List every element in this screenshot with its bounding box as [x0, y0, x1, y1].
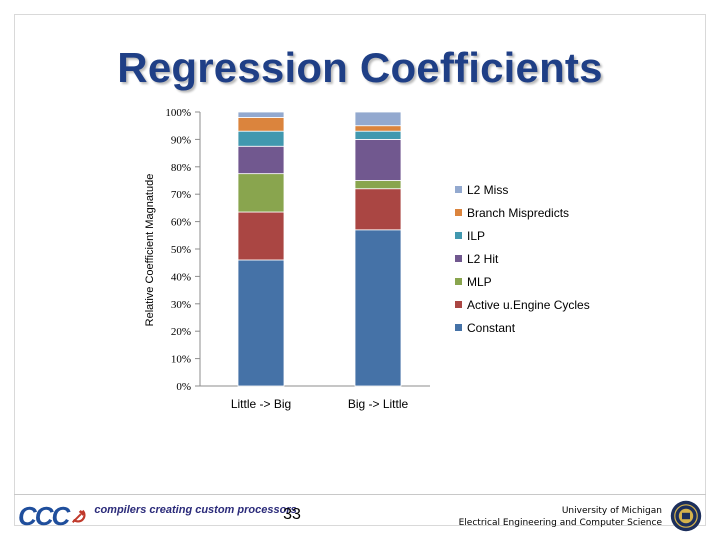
y-axis-title: Relative Coefficient Magnatude [144, 174, 156, 327]
logo-tagline: compilers creating custom processors [94, 504, 297, 516]
y-tick-label: 90% [171, 134, 191, 146]
bar-segment [354, 138, 402, 181]
legend-item: Constant [455, 321, 516, 335]
legend-swatch [455, 232, 462, 239]
legend-swatch [455, 324, 462, 331]
y-tick-label: 0% [176, 381, 191, 393]
logo-text: CCC [18, 500, 70, 531]
legend-label: L2 Hit [467, 252, 499, 266]
bar-stack [237, 111, 285, 387]
y-tick-label: 80% [171, 162, 191, 174]
university-seal-icon [670, 500, 702, 532]
bar-segment [237, 111, 285, 118]
bar-segment [237, 259, 285, 387]
bar-segment [237, 130, 285, 147]
legend-swatch [455, 255, 462, 262]
bar-segment [237, 173, 285, 213]
y-tick-label: 20% [171, 326, 191, 338]
legend-item: Active u.Engine Cycles [455, 298, 590, 312]
page-number: 33 [283, 506, 301, 523]
department-name: Electrical Engineering and Computer Scie… [458, 518, 662, 528]
legend-item: ILP [455, 229, 485, 243]
legend-label: Active u.Engine Cycles [467, 298, 590, 312]
x-axis-labels: Little -> Big Big -> Little [231, 397, 409, 411]
slide-title: Regression Coefficients [117, 44, 603, 91]
legend-swatch [455, 301, 462, 308]
y-tick-label: 70% [171, 189, 191, 201]
bars [237, 111, 402, 387]
y-axis: 0% 10% 20% 30% 40% 50% 60% 70% 80% 90% 100% [165, 107, 430, 393]
legend-label: Constant [467, 321, 516, 335]
legend-swatch [455, 209, 462, 216]
bar-segment [354, 125, 402, 132]
y-tick-label: 50% [171, 244, 191, 256]
slide-frame [14, 14, 706, 526]
university-credit: University of Michigan Electrical Engine… [459, 505, 662, 529]
bar-stack [354, 111, 402, 387]
x-category-label: Big -> Little [348, 397, 409, 411]
legend: L2 Miss Branch Mispredicts ILP L2 Hit MLP Act… [455, 183, 590, 335]
bar-segment [354, 180, 402, 190]
legend-item: MLP [455, 275, 492, 289]
university-name: University of Michigan [561, 506, 662, 516]
hammer-sickle-icon [72, 509, 86, 524]
y-tick-label: 60% [171, 217, 191, 229]
legend-item: L2 Hit [455, 252, 499, 266]
bar-segment [354, 111, 402, 127]
legend-swatch [455, 278, 462, 285]
y-tick-label: 100% [165, 107, 191, 119]
bar-segment [354, 188, 402, 231]
bar-segment [237, 145, 285, 175]
y-tick-label: 40% [171, 271, 191, 283]
legend-label: L2 Miss [467, 183, 508, 197]
legend-swatch [455, 186, 462, 193]
legend-item: L2 Miss [455, 183, 508, 197]
y-tick-label: 10% [171, 354, 191, 366]
legend-label: Branch Mispredicts [467, 206, 569, 220]
bar-segment [237, 117, 285, 132]
x-category-label: Little -> Big [231, 397, 291, 411]
ccc-logo: CCC compilers creating custom processors [18, 501, 297, 531]
legend-label: ILP [467, 229, 485, 243]
legend-label: MLP [467, 275, 492, 289]
bar-segment [237, 211, 285, 261]
y-tick-label: 30% [171, 299, 191, 311]
footer-divider [14, 494, 706, 495]
bar-segment [354, 130, 402, 140]
bar-segment [354, 229, 402, 387]
legend-item: Branch Mispredicts [455, 206, 569, 220]
